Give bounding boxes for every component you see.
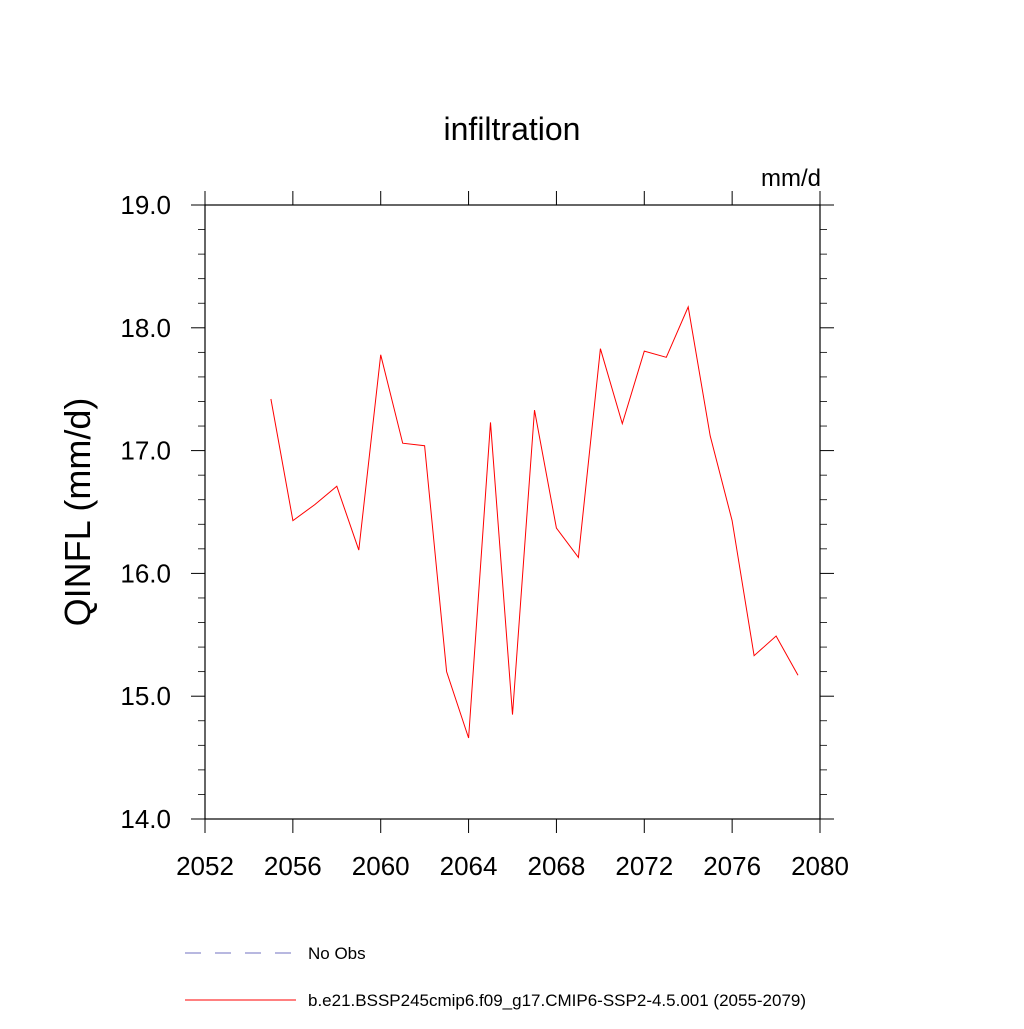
x-tick-label: 2068: [528, 851, 586, 881]
series-line: [270, 305, 799, 739]
x-tick-label: 2080: [791, 851, 849, 881]
y-tick-label: 14.0: [120, 804, 171, 834]
legend-label: b.e21.BSSP245cmip6.f09_g17.CMIP6-SSP2-4.…: [308, 991, 806, 1010]
y-tick-label: 15.0: [120, 681, 171, 711]
y-axis-label: QINFL (mm/d): [57, 398, 98, 627]
x-tick-label: 2052: [176, 851, 234, 881]
x-tick-label: 2056: [264, 851, 322, 881]
y-tick-label: 16.0: [120, 558, 171, 588]
legend-label: No Obs: [308, 944, 366, 963]
y-tick-label: 19.0: [120, 190, 171, 220]
legend: No Obs b.e21.BSSP245cmip6.f09_g17.CMIP6-S…: [185, 944, 806, 1010]
axis-ticks: [191, 191, 834, 833]
plot-frame: [204, 204, 821, 820]
y-tick-label: 17.0: [120, 436, 171, 466]
x-tick-label: 2076: [703, 851, 761, 881]
y-tick-label: 18.0: [120, 313, 171, 343]
axis-tick-labels: 2052 2056 2060 2064 2068 2072 2076 2080 14.0 15.0…: [120, 190, 849, 881]
x-tick-label: 2064: [440, 851, 498, 881]
x-tick-label: 2060: [352, 851, 410, 881]
x-tick-label: 2072: [615, 851, 673, 881]
chart-title: infiltration: [444, 111, 581, 147]
series-layer: [270, 305, 799, 739]
units-label: mm/d: [761, 165, 821, 192]
